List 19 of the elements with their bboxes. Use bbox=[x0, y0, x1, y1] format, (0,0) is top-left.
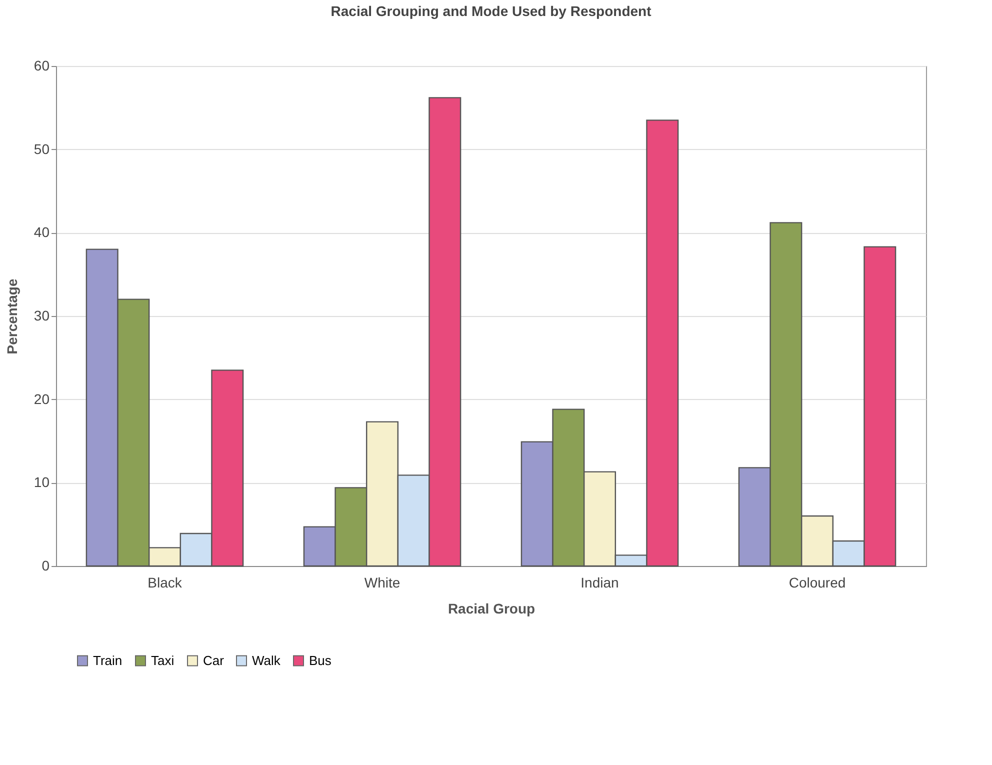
legend-label: Taxi bbox=[151, 652, 174, 668]
x-tick-label: White bbox=[364, 574, 400, 590]
legend-label: Bus bbox=[309, 652, 332, 668]
y-tick-label: 0 bbox=[42, 558, 50, 574]
y-tick-label: 20 bbox=[34, 390, 50, 407]
legend-label: Car bbox=[203, 652, 225, 668]
y-tick-label: 50 bbox=[34, 140, 50, 157]
chart-title: Racial Grouping and Mode Used by Respondent bbox=[330, 3, 652, 19]
y-tick-label: 30 bbox=[34, 308, 50, 324]
y-tick-label: 60 bbox=[34, 58, 50, 74]
y-tick-label: 10 bbox=[34, 474, 50, 490]
x-axis-title: Racial Group bbox=[448, 600, 536, 616]
x-tick-label: Black bbox=[148, 574, 183, 590]
x-tick-label: Indian bbox=[580, 574, 619, 590]
y-tick-label: 40 bbox=[34, 224, 50, 240]
legend-label: Train bbox=[93, 652, 122, 668]
legend-label: Walk bbox=[252, 652, 281, 668]
y-axis-title: Percentage bbox=[4, 278, 20, 354]
x-tick-label: Coloured bbox=[788, 574, 846, 590]
